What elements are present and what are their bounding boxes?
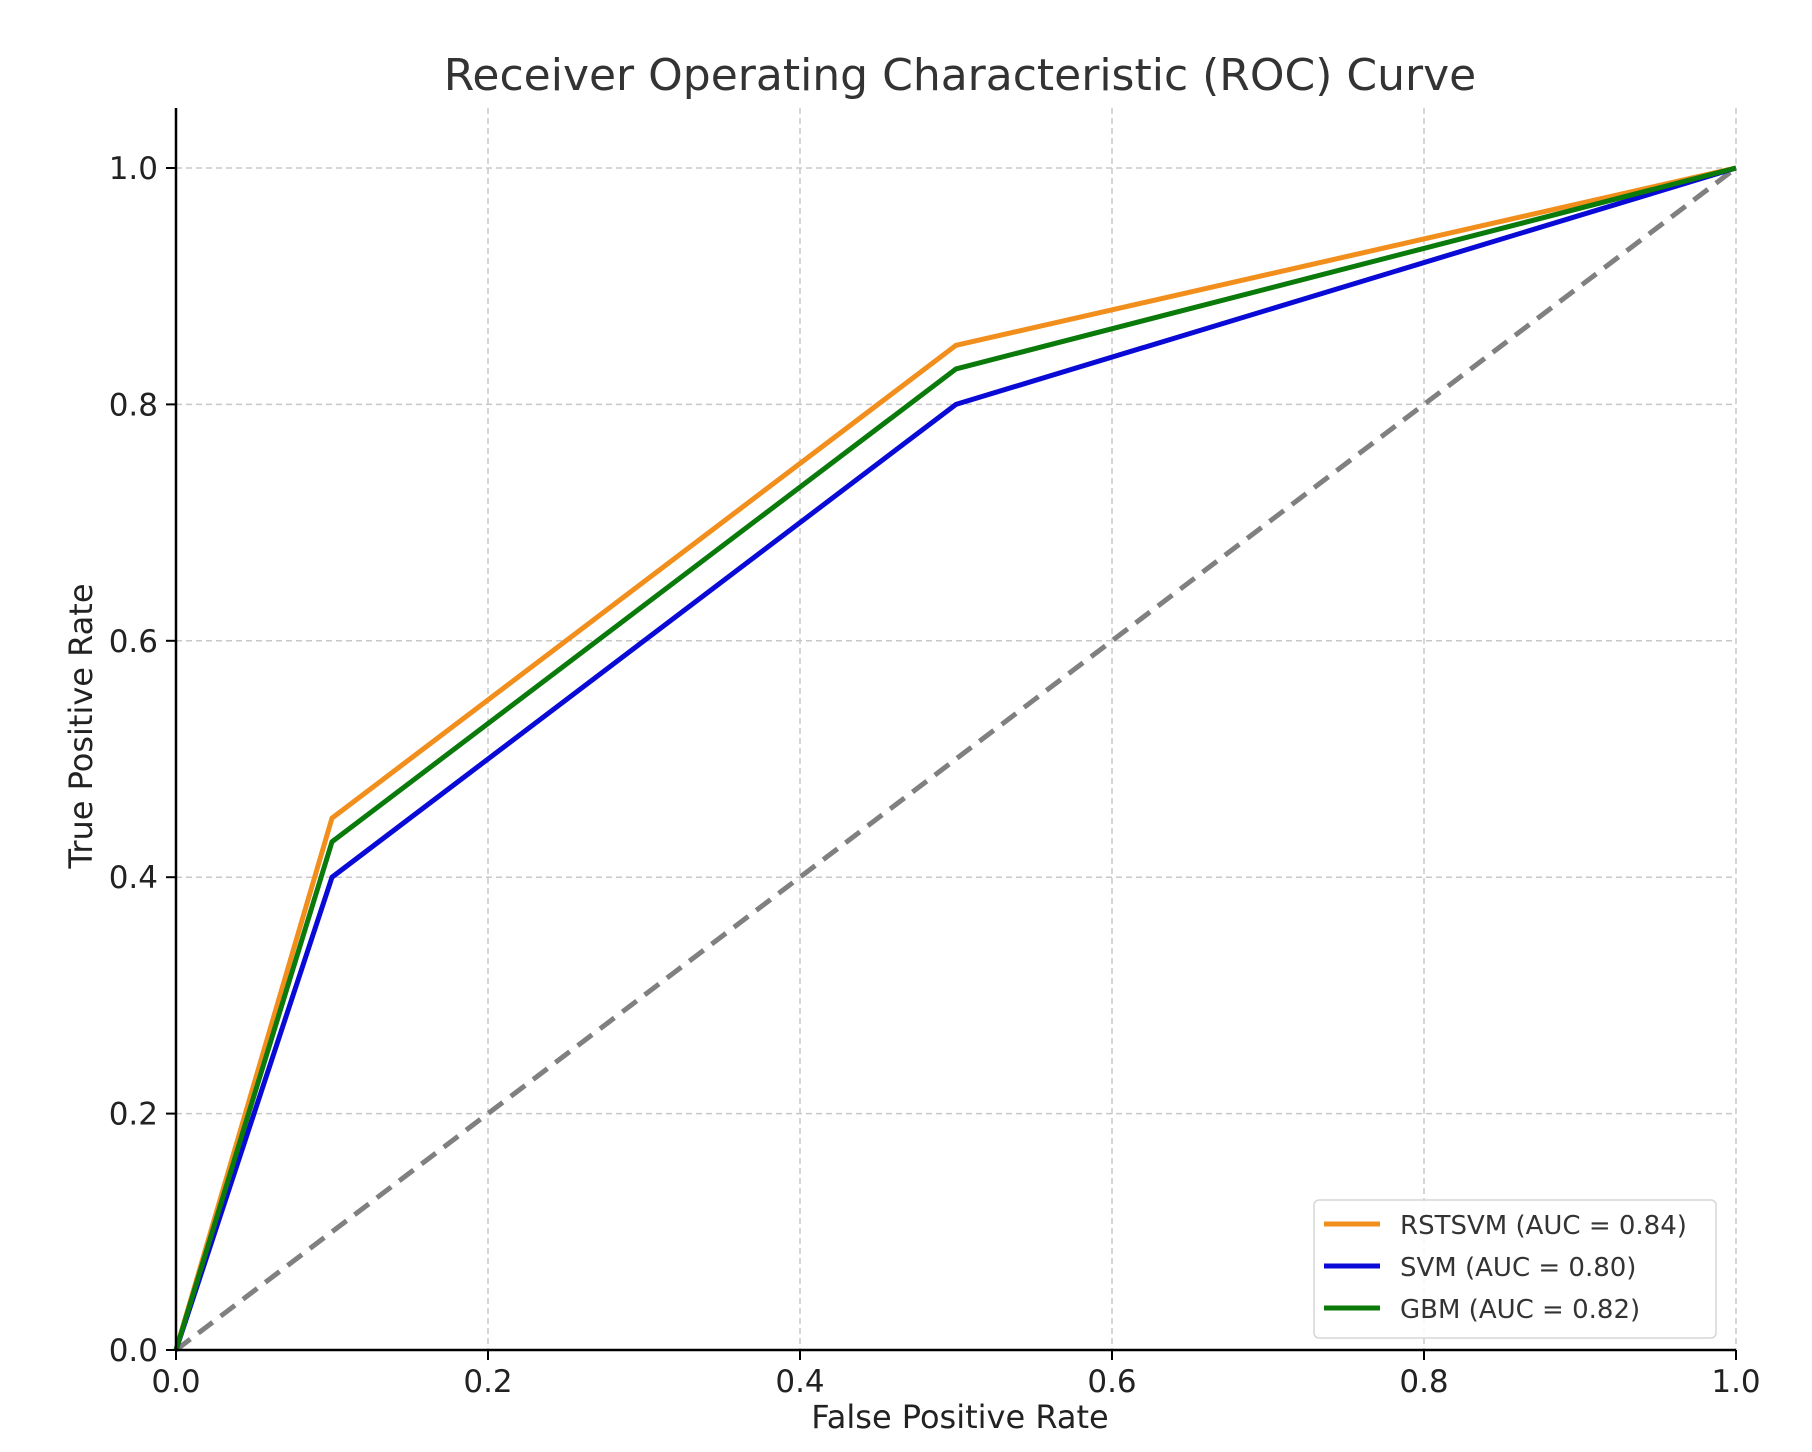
y-tick-label: 0.2 [109,1097,158,1133]
y-axis-label: True Positive Rate [62,583,100,869]
x-tick-label: 0.4 [775,1364,824,1400]
series-line-svm [173,165,1737,1351]
legend: RSTSVM (AUC = 0.84) SVM (AUC = 0.80) GBM (… [1313,1199,1717,1339]
x-tick-label: 0.2 [463,1364,512,1400]
legend-label: SVM (AUC = 0.80) [1400,1253,1636,1283]
reference-layer [174,166,1738,1352]
y-tick-label: 0.0 [109,1333,158,1369]
series-line-gbm [173,165,1737,1351]
x-tick-label: 0.0 [151,1364,200,1400]
y-tick-label: 0.4 [109,860,158,896]
legend-label: GBM (AUC = 0.82) [1400,1295,1640,1325]
reference-diagonal-line [174,166,1738,1352]
y-tick-label: 1.0 [109,151,158,187]
y-tick-label: 0.6 [109,624,158,660]
y-tick-label: 0.8 [109,387,158,423]
series-layer [173,165,1737,1351]
x-tick-label: 0.8 [1399,1364,1448,1400]
x-axis-label: False Positive Rate [811,1398,1108,1436]
series-line-rstsvm [173,165,1737,1351]
legend-box [1313,1199,1717,1339]
axes-layer [174,108,1736,1352]
chart-title: Receiver Operating Characteristic (ROC) … [444,50,1476,101]
ticks-layer: 0.0 0.2 0.4 0.6 0.8 1.0 0.0 0.2 0.4 0.6 0.8 1.0 [109,151,1761,1400]
legend-label: RSTSVM (AUC = 0.84) [1400,1211,1687,1241]
x-tick-label: 1.0 [1711,1364,1760,1400]
x-tick-label: 0.6 [1087,1364,1136,1400]
grid-layer [175,108,1737,1351]
